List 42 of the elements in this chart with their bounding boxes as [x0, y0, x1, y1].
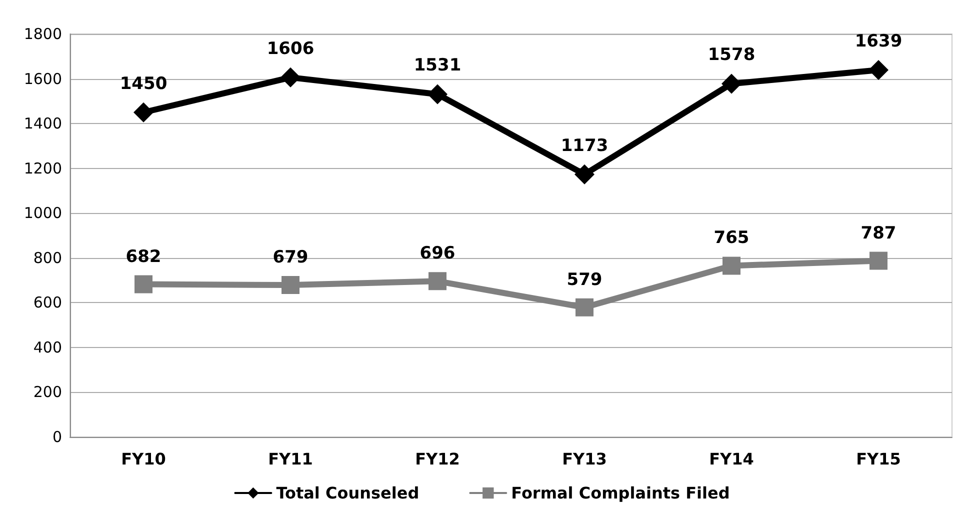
y-tick-label: 0: [52, 428, 62, 446]
data-label: 1639: [854, 32, 902, 52]
data-label: 1578: [708, 45, 756, 66]
data-label: 787: [860, 223, 896, 244]
point: [870, 252, 888, 270]
y-tick-label: 800: [33, 248, 62, 267]
legend-label: Formal Complaints Filed: [511, 484, 730, 502]
y-tick-label: 600: [33, 294, 62, 312]
data-label: 579: [566, 270, 602, 290]
point: [428, 84, 448, 104]
x-tick-label: FY10: [121, 450, 166, 468]
x-tick-label: FY14: [709, 450, 754, 468]
x-tick-label: FY13: [562, 450, 607, 468]
x-tick-label: FY15: [856, 450, 901, 468]
data-label: 765: [714, 228, 750, 248]
y-tick-label: 1400: [24, 114, 62, 133]
y-tick-label: 400: [33, 338, 62, 356]
point: [868, 60, 888, 80]
point: [574, 164, 594, 184]
legend-label: Total Counseled: [276, 484, 420, 502]
y-tick-label: 1600: [24, 70, 62, 88]
point: [722, 256, 740, 275]
x-tick-label: FY12: [415, 450, 460, 468]
point: [134, 275, 152, 294]
y-tick-label: 1800: [24, 25, 62, 43]
y-tick-label: 1000: [24, 204, 62, 222]
data-label: 1606: [266, 38, 314, 59]
point: [282, 276, 300, 294]
y-tick-label: 200: [33, 383, 62, 402]
data-label: 1450: [120, 74, 168, 94]
data-label: 1173: [560, 136, 608, 156]
data-label: 682: [126, 246, 162, 267]
data-label: 1531: [414, 56, 462, 76]
point: [576, 298, 594, 316]
x-tick-label: FY11: [268, 450, 313, 468]
point: [722, 74, 742, 94]
y-tick-label: 1200: [24, 159, 62, 178]
data-label: 696: [420, 244, 456, 264]
point: [134, 102, 154, 122]
point: [280, 67, 300, 88]
data-label: 679: [272, 247, 308, 268]
point: [428, 272, 446, 290]
